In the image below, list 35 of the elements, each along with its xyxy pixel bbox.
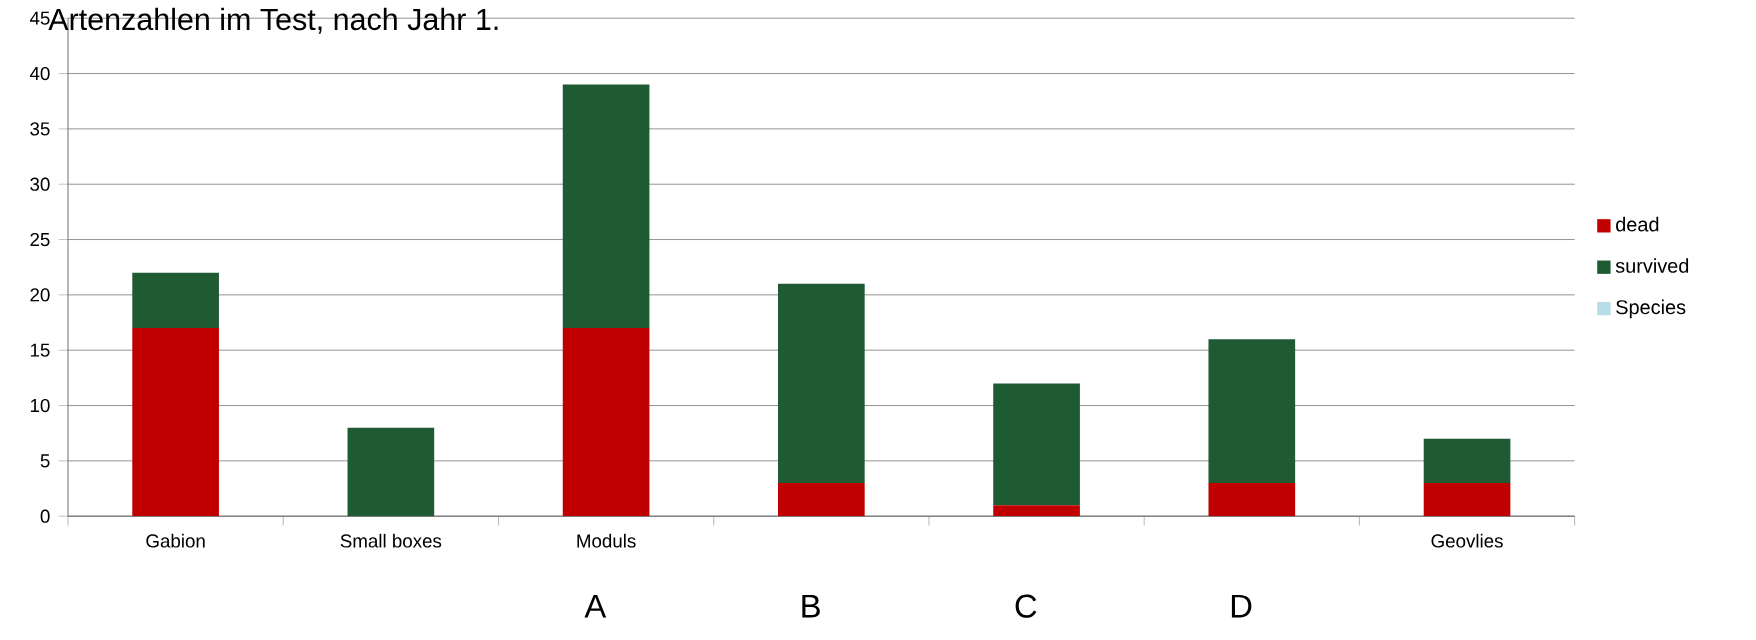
text: D bbox=[1231, 595, 1252, 618]
bar bbox=[778, 483, 865, 517]
legend-label: dead bbox=[1616, 217, 1659, 232]
bar bbox=[993, 505, 1080, 517]
bar bbox=[1423, 438, 1511, 484]
bar bbox=[993, 383, 1080, 506]
x-tick-label: Gabion bbox=[146, 534, 205, 548]
y-tick-label: 30 bbox=[30, 177, 50, 192]
x-tick-label: Geovlies bbox=[1431, 534, 1503, 548]
bar bbox=[132, 272, 219, 329]
legend-label: Species bbox=[1616, 299, 1686, 319]
bar bbox=[562, 328, 650, 517]
y-tick-label: 15 bbox=[30, 343, 50, 357]
y-tick-label: 40 bbox=[29, 67, 50, 81]
chart-title: Artenzahlen im Test, nach Jahr 1. bbox=[48, 8, 498, 35]
y-tick-label: 35 bbox=[30, 122, 50, 136]
y-tick-label: 20 bbox=[30, 288, 50, 302]
bar bbox=[778, 284, 865, 484]
y-tick-label: 5 bbox=[40, 454, 50, 468]
x-tick-label: Moduls bbox=[577, 534, 636, 548]
y-tick-label: 0 bbox=[40, 509, 50, 524]
legend-label: survived bbox=[1615, 258, 1689, 274]
bar bbox=[347, 427, 435, 517]
text: A bbox=[584, 595, 607, 618]
text: C bbox=[1015, 594, 1037, 619]
bar bbox=[132, 328, 219, 517]
text: B bbox=[802, 595, 820, 618]
x-tick-label: Small boxes bbox=[340, 534, 442, 548]
y-tick-label: 45 bbox=[29, 11, 50, 25]
bar bbox=[1423, 483, 1511, 517]
y-tick-label: 10 bbox=[30, 399, 50, 413]
bar bbox=[1208, 339, 1296, 484]
y-tick-label: 25 bbox=[30, 233, 50, 247]
bar bbox=[562, 84, 650, 329]
bar bbox=[1208, 483, 1296, 517]
